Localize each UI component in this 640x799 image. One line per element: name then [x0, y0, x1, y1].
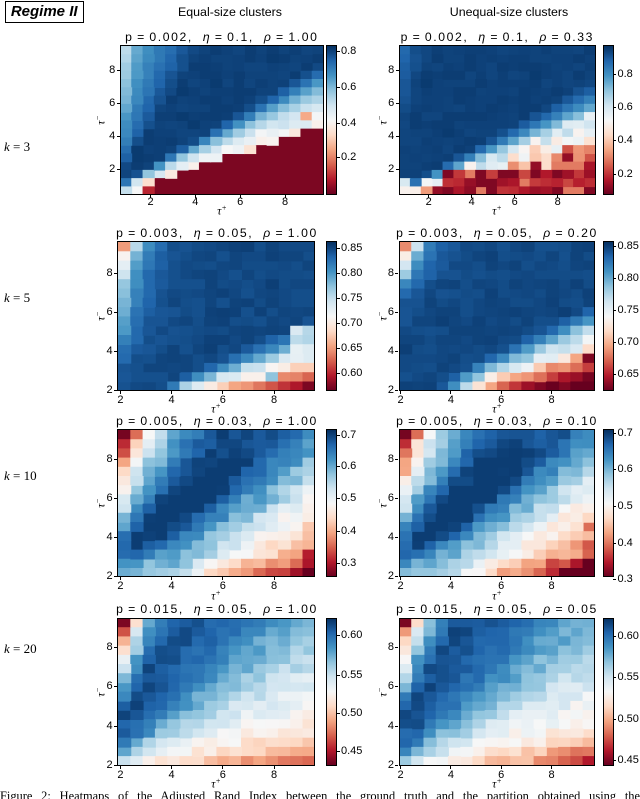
svg-text:τ−: τ−	[378, 498, 390, 508]
svg-text:τ−: τ−	[378, 115, 390, 125]
svg-text:τ+: τ+	[211, 588, 221, 602]
svg-text:τ−: τ−	[96, 311, 108, 321]
svg-text:τ+: τ+	[211, 402, 221, 416]
svg-text:τ+: τ+	[492, 588, 502, 602]
svg-text:τ−: τ−	[378, 687, 390, 697]
svg-text:τ−: τ−	[96, 115, 108, 125]
svg-text:τ+: τ+	[493, 203, 503, 217]
svg-text:τ−: τ−	[96, 687, 108, 697]
svg-text:τ+: τ+	[217, 203, 227, 217]
svg-text:τ−: τ−	[378, 311, 390, 321]
svg-text:τ+: τ+	[211, 777, 221, 791]
svg-text:τ+: τ+	[492, 402, 502, 416]
svg-text:τ+: τ+	[492, 777, 502, 791]
svg-text:τ−: τ−	[96, 498, 108, 508]
